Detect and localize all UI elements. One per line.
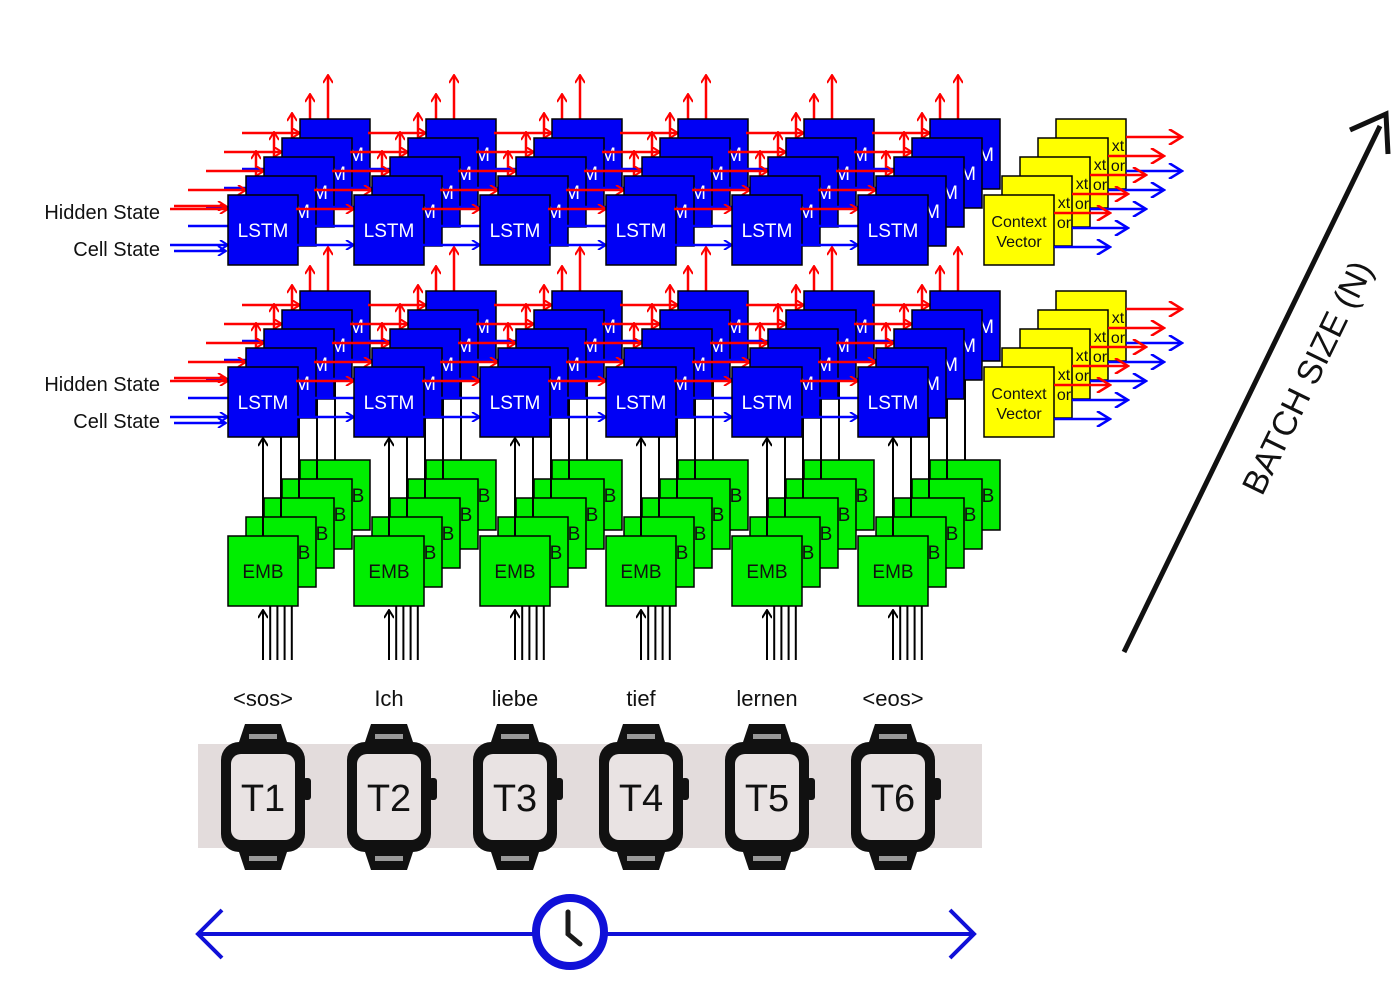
- embedding-label-partial: B: [298, 543, 311, 564]
- timestep-label: T3: [493, 778, 537, 820]
- watch-icon: T2: [347, 724, 437, 870]
- timestep-label: T2: [367, 778, 411, 820]
- lstm-label: LSTM: [364, 393, 415, 414]
- lstm-label: LSTM: [742, 221, 793, 242]
- timestep-label: T1: [241, 778, 285, 820]
- time-axis: [198, 898, 974, 966]
- lstm-label: LSTM: [238, 393, 289, 414]
- embedding-label-partial: B: [712, 505, 725, 526]
- embedding-label-partial: B: [568, 524, 581, 545]
- embedding-label-partial: B: [442, 524, 455, 545]
- embedding-label-partial: B: [460, 505, 473, 526]
- embedding-label-partial: B: [838, 505, 851, 526]
- token-label: lernen: [736, 686, 797, 711]
- embedding-label-partial: B: [550, 543, 563, 564]
- embedding-label-partial: B: [478, 486, 491, 507]
- context-vector-label-partial: or: [1111, 158, 1126, 175]
- context-vector-label-line1: Context: [991, 386, 1047, 403]
- lstm-label: LSTM: [364, 221, 415, 242]
- context-vector-label-line1: Context: [991, 214, 1047, 231]
- lstm-label: LSTM: [742, 393, 793, 414]
- embedding-label-partial: B: [928, 543, 941, 564]
- embedding-label-partial: B: [676, 543, 689, 564]
- timestep-label: T4: [619, 778, 663, 820]
- context-vector-label-partial: or: [1093, 177, 1108, 194]
- hidden-state-label-top: Hidden State: [44, 202, 160, 224]
- token-label: <eos>: [862, 686, 923, 711]
- embedding-label-partial: B: [352, 486, 365, 507]
- timestep-label: T6: [871, 778, 915, 820]
- context-vector-label-partial: xt: [1076, 348, 1089, 365]
- watch-icon: T3: [473, 724, 563, 870]
- cell-state-label-bottom: Cell State: [73, 411, 160, 433]
- context-vector-label-partial: or: [1075, 196, 1090, 213]
- lstm-label: LSTM: [868, 221, 919, 242]
- context-vector-label-partial: or: [1075, 368, 1090, 385]
- context-vector-label-line2: Vector: [996, 234, 1042, 251]
- embedding-label: EMB: [746, 562, 787, 583]
- embedding-label: EMB: [368, 562, 409, 583]
- watch-icon: T4: [599, 724, 689, 870]
- context-vectors: xtorxtorxtorxtorContextVectorxtorxtorxto…: [984, 119, 1182, 437]
- cell-state-label-top: Cell State: [73, 239, 160, 261]
- context-vector-label-partial: xt: [1058, 195, 1071, 212]
- embedding-label-partial: B: [316, 524, 329, 545]
- embedding-label-partial: B: [694, 524, 707, 545]
- embedding-label-partial: B: [586, 505, 599, 526]
- context-vector-label-partial: or: [1057, 215, 1072, 232]
- lstm-label: LSTM: [490, 393, 541, 414]
- token-label: tief: [626, 686, 656, 711]
- token-label: liebe: [492, 686, 538, 711]
- state-labels: Hidden State Cell State Hidden State Cel…: [44, 202, 160, 433]
- embedding-label-partial: B: [982, 486, 995, 507]
- watch-icon: T5: [725, 724, 815, 870]
- context-vector-label-partial: xt: [1094, 157, 1107, 174]
- lstm-label: LSTM: [238, 221, 289, 242]
- context-vector-label-partial: or: [1057, 387, 1072, 404]
- embedding-label-partial: B: [604, 486, 617, 507]
- embedding-label-partial: B: [424, 543, 437, 564]
- context-vector-label-partial: xt: [1094, 329, 1107, 346]
- batch-size-arrow-line: [1124, 126, 1380, 652]
- lstm-label: LSTM: [616, 393, 667, 414]
- context-vector-label-partial: or: [1111, 330, 1126, 347]
- embedding-label: EMB: [872, 562, 913, 583]
- lstm-label: LSTM: [868, 393, 919, 414]
- context-vector-label-partial: xt: [1112, 310, 1125, 327]
- embedding-label: EMB: [494, 562, 535, 583]
- watch-icon: T6: [851, 724, 941, 870]
- lstm-label: LSTM: [490, 221, 541, 242]
- embedding-label-partial: B: [964, 505, 977, 526]
- batch-size-axis: BATCH SIZE (N): [1124, 114, 1388, 652]
- watch-icon: T1: [221, 724, 311, 870]
- embedding-label-partial: B: [802, 543, 815, 564]
- timestep-label: T5: [745, 778, 789, 820]
- embedding-label: EMB: [620, 562, 661, 583]
- context-vector-label-partial: xt: [1076, 176, 1089, 193]
- lstm-label: LSTM: [616, 221, 667, 242]
- context-vector-label-partial: xt: [1112, 138, 1125, 155]
- context-vector-label-partial: or: [1093, 349, 1108, 366]
- embedding-label-partial: B: [730, 486, 743, 507]
- token-label: <sos>: [233, 686, 293, 711]
- hidden-state-label-bottom: Hidden State: [44, 374, 160, 396]
- input-tokens: <sos> Ich liebe tief lernen <eos>: [233, 686, 924, 711]
- embedding-label-partial: B: [856, 486, 869, 507]
- context-vector-label-line2: Vector: [996, 406, 1042, 423]
- token-label: Ich: [374, 686, 403, 711]
- embedding-label-partial: B: [820, 524, 833, 545]
- embedding-label-partial: B: [334, 505, 347, 526]
- context-vector-label-partial: xt: [1058, 367, 1071, 384]
- clock-icon: [536, 898, 604, 966]
- embedding-label: EMB: [242, 562, 283, 583]
- embedding-label-partial: B: [946, 524, 959, 545]
